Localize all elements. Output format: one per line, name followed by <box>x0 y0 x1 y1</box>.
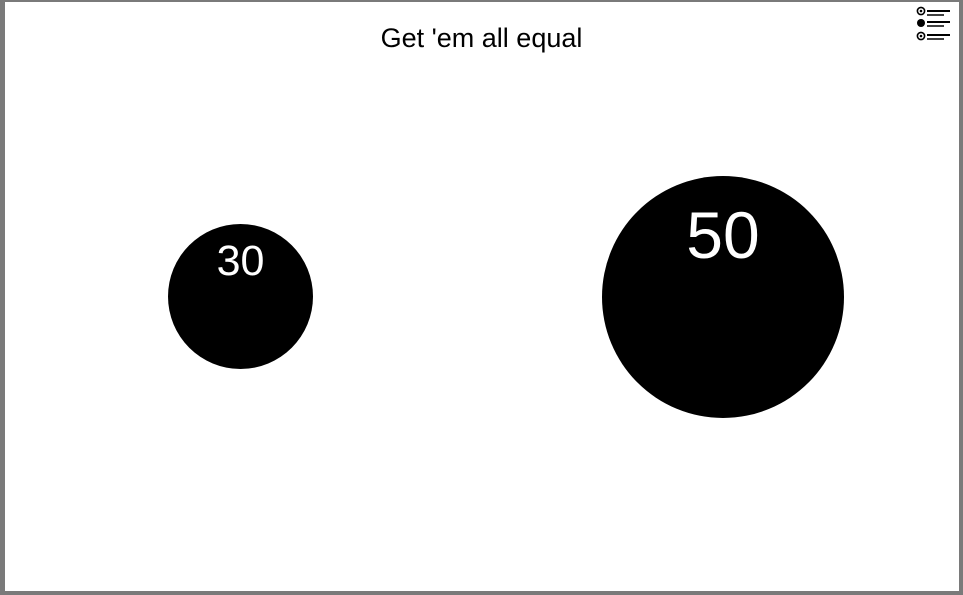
radio-list-menu-icon <box>916 6 950 41</box>
circle-value-label: 50 <box>686 198 760 272</box>
game-title: Get 'em all equal <box>380 23 583 53</box>
circle-value-label: 30 <box>216 237 265 285</box>
number-circle-large[interactable]: 50 <box>602 176 844 418</box>
menu-button[interactable] <box>914 5 952 43</box>
number-circle-small[interactable]: 30 <box>168 224 313 369</box>
